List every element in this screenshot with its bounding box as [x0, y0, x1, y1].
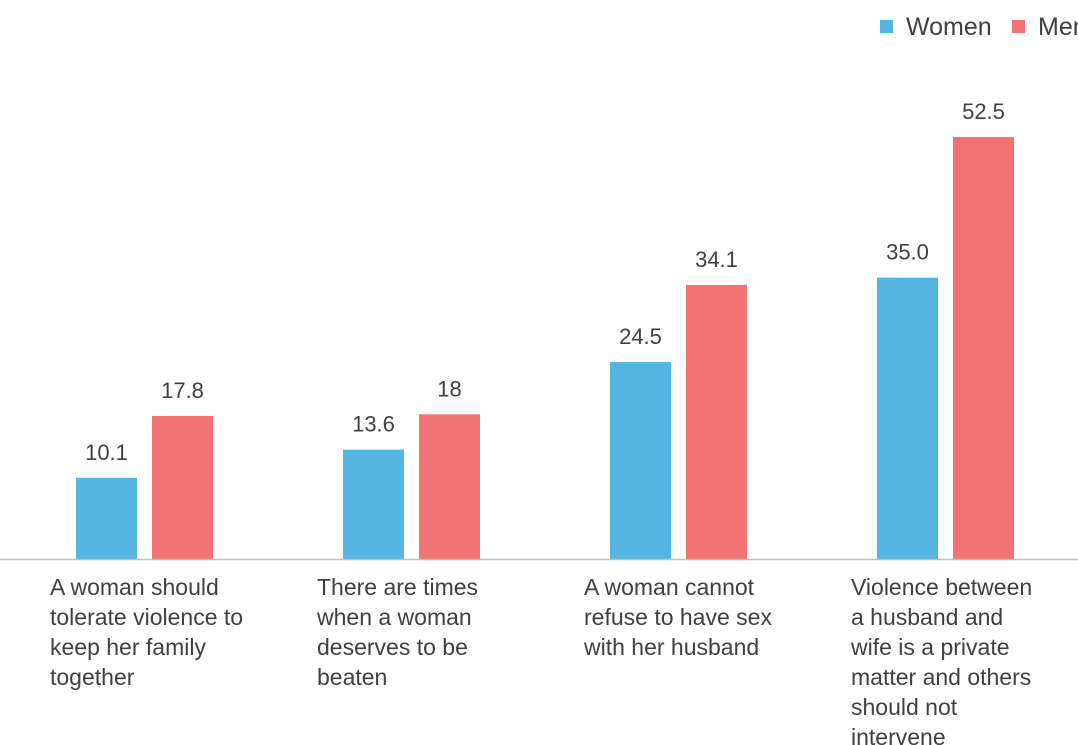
legend: Women Men	[880, 13, 1078, 41]
bar-men-2	[686, 284, 747, 559]
value-labels: 10.1 17.8 13.6 18 24.5 34.1 35.0 52.5	[85, 99, 1005, 465]
bar-men-1	[419, 414, 480, 559]
data-label-women-1: 13.6	[352, 412, 395, 437]
bar-men-0	[152, 415, 213, 559]
data-label-women-0: 10.1	[85, 440, 128, 465]
legend-swatch-men	[1012, 20, 1025, 33]
legend-swatch-women	[880, 20, 893, 33]
data-label-men-0: 17.8	[161, 378, 204, 403]
bars	[76, 137, 1014, 559]
data-label-women-2: 24.5	[619, 324, 662, 349]
data-label-men-3: 52.5	[962, 99, 1005, 124]
data-label-men-2: 34.1	[695, 247, 738, 272]
bar-women-1	[343, 449, 404, 559]
category-label-3: Violence between a husband and wife is a p…	[850, 574, 1032, 745]
bar-men-3	[953, 137, 1014, 559]
data-label-women-3: 35.0	[886, 240, 929, 265]
category-label-1: There are times when a woman deserves to b…	[316, 574, 478, 690]
bar-women-3	[877, 277, 938, 559]
data-label-men-1: 18	[437, 376, 461, 401]
legend-label-men: Men	[1038, 13, 1078, 41]
legend-label-women: Women	[906, 13, 992, 41]
category-labels: A woman should tolerate violence to keep h…	[50, 574, 1032, 745]
bar-women-2	[610, 362, 671, 559]
category-label-0: A woman should tolerate violence to keep h…	[50, 574, 243, 690]
category-label-2: A woman cannot refuse to have sex with her…	[583, 574, 772, 660]
bar-women-0	[76, 477, 137, 559]
